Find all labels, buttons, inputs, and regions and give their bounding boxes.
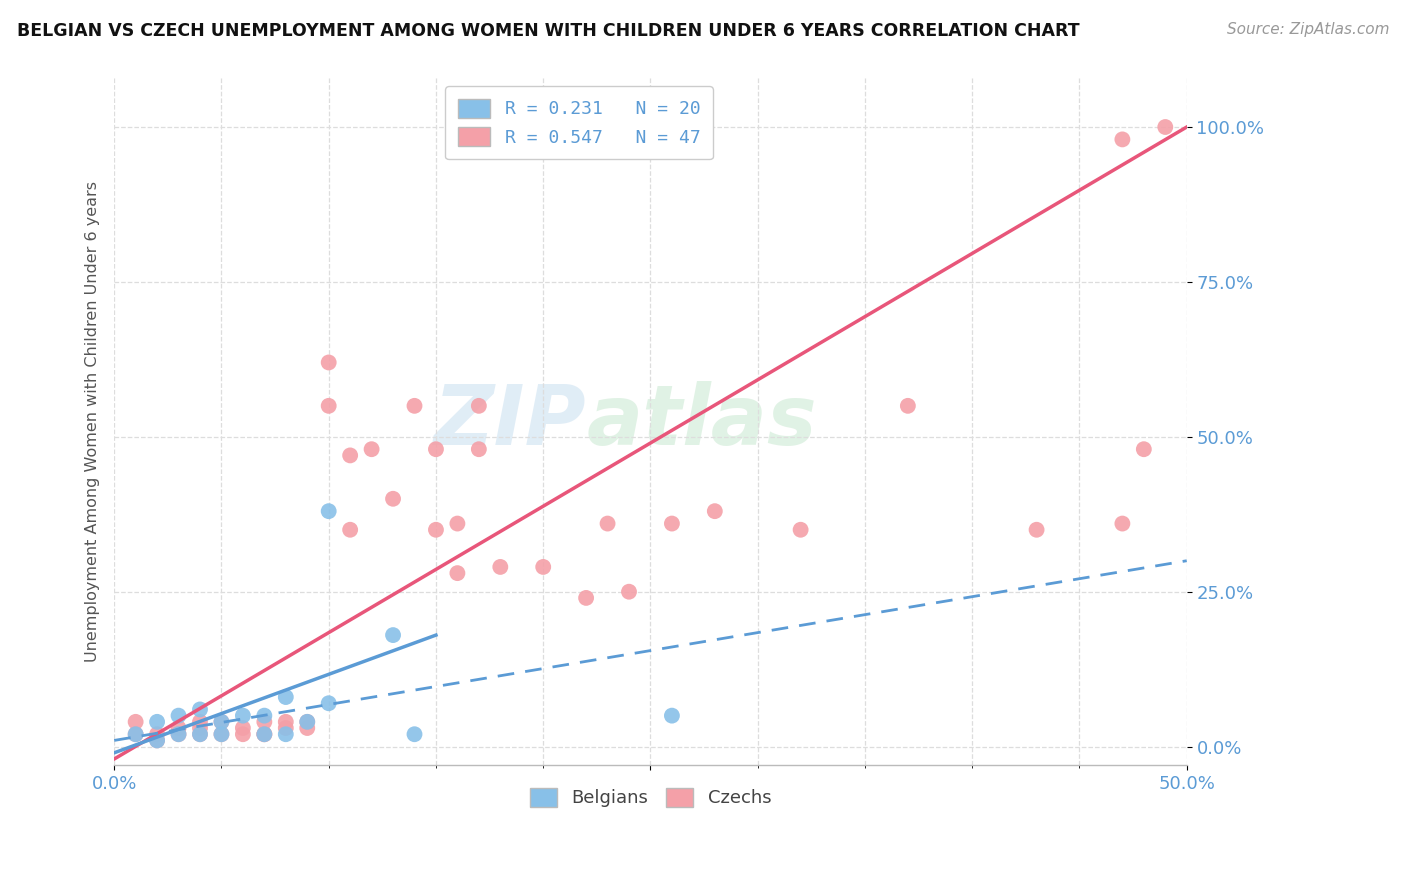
Point (209, 727, 232, 741)
Y-axis label: Unemployment Among Women with Children Under 6 years: Unemployment Among Women with Children U… (86, 181, 100, 662)
Point (596, 516, 619, 531)
Point (1133, 442, 1156, 457)
Point (318, 399, 340, 413)
Point (253, 727, 276, 741)
Point (253, 727, 276, 741)
Text: atlas: atlas (586, 381, 817, 462)
Point (232, 727, 254, 741)
Point (425, 442, 447, 457)
Point (1111, 516, 1133, 531)
Point (209, 714, 232, 729)
Point (468, 442, 491, 457)
Point (297, 714, 319, 729)
Point (446, 566, 468, 581)
Point (274, 721, 297, 735)
Point (167, 721, 190, 735)
Point (274, 714, 297, 729)
Point (703, 504, 725, 518)
Point (209, 714, 232, 729)
Point (124, 714, 146, 729)
Point (146, 733, 169, 747)
Point (253, 727, 276, 741)
Legend: Belgians, Czechs: Belgians, Czechs (523, 780, 779, 814)
Point (188, 702, 211, 716)
Point (209, 727, 232, 741)
Point (318, 504, 340, 518)
Point (789, 523, 811, 537)
Point (1111, 132, 1133, 146)
Point (146, 733, 169, 747)
Point (575, 591, 598, 605)
Point (146, 727, 169, 741)
Point (382, 628, 405, 642)
Point (188, 714, 211, 729)
Point (661, 516, 683, 531)
Point (297, 714, 319, 729)
Point (360, 442, 382, 457)
Point (167, 727, 190, 741)
Point (146, 714, 169, 729)
Point (318, 696, 340, 710)
Point (404, 399, 426, 413)
Point (661, 708, 683, 723)
Text: ZIP: ZIP (433, 381, 586, 462)
Point (167, 708, 190, 723)
Point (297, 721, 319, 735)
Point (339, 449, 361, 463)
Point (531, 560, 554, 574)
Point (425, 523, 447, 537)
Point (124, 727, 146, 741)
Point (446, 516, 468, 531)
Point (617, 584, 640, 599)
Point (124, 727, 146, 741)
Text: Source: ZipAtlas.com: Source: ZipAtlas.com (1226, 22, 1389, 37)
Point (253, 708, 276, 723)
Point (232, 721, 254, 735)
Point (274, 727, 297, 741)
Point (468, 399, 491, 413)
Point (318, 355, 340, 369)
Point (253, 714, 276, 729)
Point (339, 523, 361, 537)
Point (188, 727, 211, 741)
Point (167, 727, 190, 741)
Point (489, 560, 512, 574)
Text: BELGIAN VS CZECH UNEMPLOYMENT AMONG WOMEN WITH CHILDREN UNDER 6 YEARS CORRELATIO: BELGIAN VS CZECH UNEMPLOYMENT AMONG WOME… (17, 22, 1080, 40)
Point (897, 399, 920, 413)
Point (188, 721, 211, 735)
Point (404, 727, 426, 741)
Point (1025, 523, 1047, 537)
Point (274, 690, 297, 704)
Point (1154, 120, 1177, 134)
Point (382, 491, 405, 506)
Point (188, 727, 211, 741)
Point (232, 708, 254, 723)
